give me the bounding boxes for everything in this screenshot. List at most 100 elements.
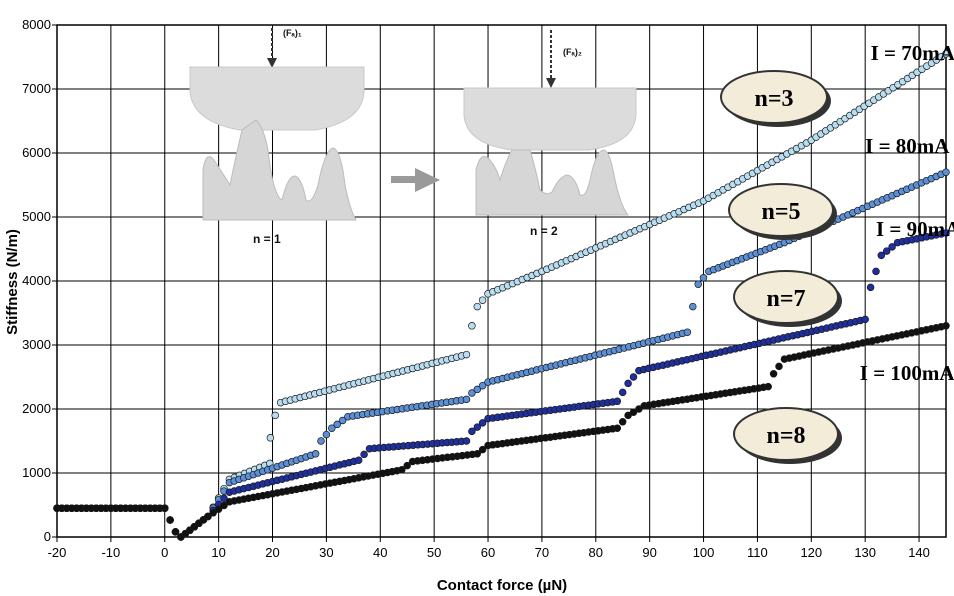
x-tick-labels: -20 -10 0 10 20 30 40 50 60 70 80 90 100 110 120 130 140 — [48, 545, 930, 560]
x-tick-label: -10 — [101, 545, 120, 560]
series-n=8 — [53, 322, 950, 541]
data-point — [764, 382, 772, 391]
data-point — [872, 267, 880, 276]
data-point — [861, 315, 869, 324]
data-point — [468, 389, 476, 397]
x-tick-label: 130 — [854, 545, 876, 560]
current-label: I = 70mA — [871, 41, 954, 65]
y-tick-label: 3000 — [22, 337, 51, 352]
data-point — [683, 328, 692, 336]
data-point — [866, 283, 875, 292]
x-tick-label: 70 — [535, 545, 549, 560]
data-point — [882, 247, 891, 255]
x-tick-label: 80 — [589, 545, 603, 560]
current-label: I = 80mA — [865, 134, 950, 158]
data-point — [473, 423, 482, 431]
n-callout-n7: n=7 — [733, 270, 842, 327]
y-tick-label: 6000 — [22, 145, 51, 160]
n-callout-n3: n=3 — [720, 70, 831, 127]
x-tick-label: 120 — [800, 545, 822, 560]
inset-label-left: n = 1 — [253, 232, 281, 246]
data-point — [462, 395, 471, 404]
data-point — [214, 505, 223, 513]
y-tick-label: 5000 — [22, 209, 51, 224]
data-point — [468, 427, 476, 436]
y-tick-label: 8000 — [22, 17, 51, 32]
data-point — [166, 516, 174, 524]
data-point — [694, 280, 702, 288]
data-point — [942, 229, 950, 237]
data-point — [398, 466, 406, 474]
data-point — [624, 411, 632, 420]
inset-left-sketch: (Fₐ)₁ n = 1 — [189, 28, 365, 246]
data-point — [473, 385, 482, 394]
data-point — [942, 322, 950, 330]
data-point — [942, 168, 950, 176]
data-point — [942, 50, 950, 58]
y-tick-labels: 0 1000 2000 3000 4000 5000 6000 7000 8000 — [22, 17, 51, 544]
x-tick-label: -20 — [48, 545, 67, 560]
x-tick-label: 100 — [693, 545, 715, 560]
current-annotations: I = 70mA I = 80mA I = 90mA I = 100mA — [860, 41, 954, 385]
inset-label-right: n = 2 — [530, 224, 558, 238]
x-tick-label: 0 — [161, 545, 168, 560]
force-label-left: (Fₐ)₁ — [283, 28, 302, 38]
x-tick-label: 140 — [908, 545, 930, 560]
y-tick-label: 4000 — [22, 273, 51, 288]
data-point — [478, 296, 487, 304]
data-point — [171, 528, 180, 536]
data-point — [311, 450, 320, 458]
inset-right-sketch: (Fₐ)₂ n = 2 — [463, 30, 637, 238]
n-callout-n3-text: n=3 — [754, 86, 793, 112]
y-axis-title: Stiffness (N/m) — [4, 229, 21, 335]
force-label-right: (Fₐ)₂ — [563, 47, 582, 57]
data-point — [699, 274, 708, 282]
data-point — [478, 445, 487, 454]
data-point — [689, 302, 697, 311]
data-point — [473, 302, 482, 311]
x-tick-label: 30 — [319, 545, 333, 560]
current-label: I = 100mA — [860, 361, 954, 385]
data-point — [478, 381, 487, 390]
data-point — [271, 411, 279, 420]
force-arrowhead-right — [546, 78, 556, 88]
n-callout-n5-text: n=5 — [761, 199, 800, 225]
plot-frame — [56, 24, 947, 538]
data-point — [322, 430, 331, 439]
asperities-right — [475, 149, 630, 216]
data-point — [161, 504, 169, 512]
data-point — [478, 419, 487, 427]
data-series — [53, 50, 950, 541]
data-point — [629, 373, 638, 381]
data-point — [629, 408, 638, 416]
data-point — [618, 388, 627, 397]
data-point — [354, 456, 363, 464]
data-point — [618, 418, 627, 426]
y-tick-label: 7000 — [22, 81, 51, 96]
data-point — [333, 420, 341, 429]
y-tick-label: 2000 — [22, 401, 51, 416]
data-point — [220, 494, 228, 503]
data-point — [266, 434, 275, 442]
n-callout-n5: n=5 — [728, 183, 837, 240]
data-point — [204, 512, 212, 521]
data-point — [462, 437, 471, 445]
data-point — [888, 243, 896, 251]
n-callout-n8: n=8 — [733, 407, 842, 464]
data-point — [468, 322, 476, 330]
y-tick-label: 1000 — [22, 465, 51, 480]
data-point — [328, 424, 336, 432]
current-label: I = 90mA — [876, 217, 954, 241]
x-tick-label: 110 — [747, 545, 768, 560]
y-tick-label: 0 — [44, 529, 51, 544]
data-point — [473, 450, 482, 458]
probe-left — [189, 66, 365, 131]
x-axis-title: Contact force (µN) — [437, 577, 567, 594]
data-point — [209, 509, 217, 517]
data-point — [403, 461, 411, 470]
x-tick-label: 10 — [211, 545, 225, 560]
data-point — [877, 251, 886, 260]
probe-right — [463, 87, 637, 151]
x-tick-label: 40 — [373, 545, 387, 560]
